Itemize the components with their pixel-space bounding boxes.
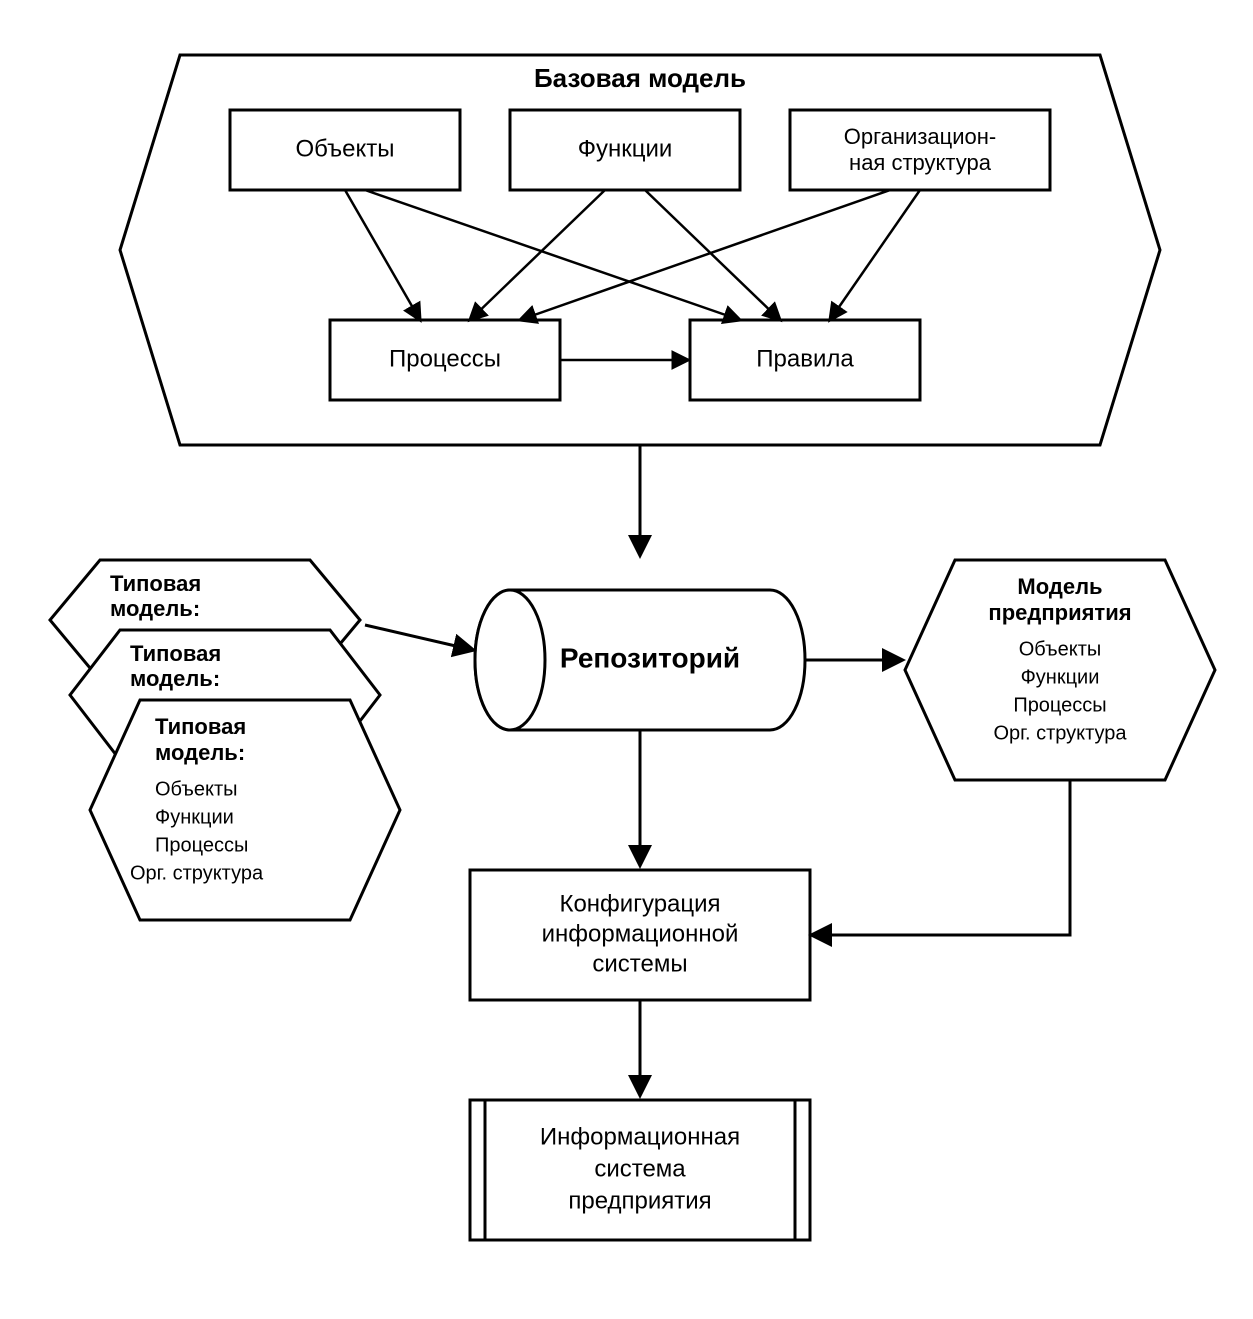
objects-node: Объекты [230, 110, 460, 190]
conf-l1: Конфигурация [559, 890, 720, 917]
edge-ent-conf [812, 780, 1070, 935]
fin-l1: Информационная [540, 1123, 740, 1150]
config-node: Конфигурация информационной системы [470, 870, 810, 1000]
tm1-l2: модель: [110, 596, 200, 621]
em-i1: Функции [1021, 666, 1100, 688]
conf-l2: информационной [542, 920, 739, 947]
em-l1: Модель [1017, 574, 1102, 599]
edge-typ-repo [365, 625, 473, 650]
final-node: Информационная система предприятия [470, 1100, 810, 1240]
tm3-i1: Функции [155, 806, 234, 828]
edge-obj-proc [345, 190, 420, 320]
tm3-i2: Процессы [155, 834, 248, 856]
repository-label: Репозиторий [560, 642, 740, 673]
edge-fun-proc [470, 190, 605, 320]
functions-label: Функции [578, 135, 673, 162]
enterprise-model-node: Модель предприятия Объекты Функции Проце… [905, 560, 1215, 780]
rules-label: Правила [756, 345, 854, 372]
diagram-canvas: Базовая модель Объекты Функции Организац… [0, 0, 1253, 1319]
processes-label: Процессы [389, 345, 501, 372]
tm1-l1: Типовая [110, 571, 201, 596]
typical-model-stack: Типовая модель: Типовая модель: Типовая … [50, 560, 400, 920]
org-structure-node: Организацион- ная структура [790, 110, 1050, 190]
base-model-container: Базовая модель Объекты Функции Организац… [120, 55, 1160, 445]
functions-node: Функции [510, 110, 740, 190]
org-l1: Организацион- [844, 124, 997, 149]
base-model-title: Базовая модель [534, 63, 746, 93]
tm3-l2: модель: [155, 740, 245, 765]
edge-org-proc [520, 190, 890, 320]
edge-org-rules [830, 190, 920, 320]
em-i2: Процессы [1013, 694, 1106, 716]
objects-label: Объекты [296, 135, 395, 162]
org-l2: ная структура [849, 150, 992, 175]
tm2-l1: Типовая [130, 641, 221, 666]
em-i0: Объекты [1019, 638, 1101, 660]
repository-node: Репозиторий [475, 590, 805, 730]
fin-l2: система [594, 1155, 686, 1182]
edge-fun-rules [645, 190, 780, 320]
tm3-i0: Объекты [155, 778, 237, 800]
tm2-l2: модель: [130, 666, 220, 691]
em-l2: предприятия [988, 600, 1131, 625]
conf-l3: системы [592, 950, 687, 977]
fin-l3: предприятия [568, 1187, 711, 1214]
em-i3: Орг. структура [993, 722, 1127, 744]
tm3-l1: Типовая [155, 714, 246, 739]
processes-node: Процессы [330, 320, 560, 400]
tm3-i3: Орг. структура [130, 862, 264, 884]
edge-obj-rules [365, 190, 740, 320]
rules-node: Правила [690, 320, 920, 400]
